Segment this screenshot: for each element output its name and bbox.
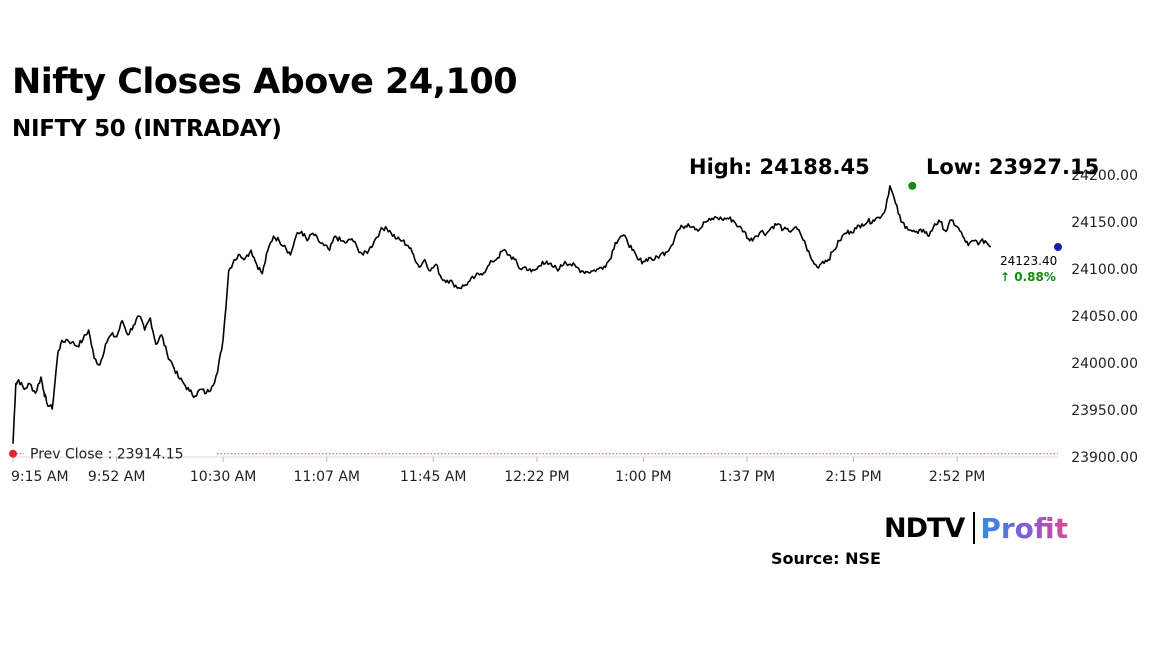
logo-divider	[973, 512, 976, 544]
x-tick-label: 9:52 AM	[88, 469, 146, 485]
y-tick-label: 24050.00	[1071, 309, 1138, 325]
ndtv-profit-logo: NDTV Profit	[884, 510, 1068, 546]
high-label: High: 24188.45	[689, 155, 870, 179]
chart-subtitle: NIFTY 50 (INTRADAY)	[12, 116, 282, 142]
x-tick-label: 11:45 AM	[400, 469, 466, 485]
x-tick-label: 1:00 PM	[615, 469, 671, 485]
x-tick-label: 11:07 AM	[294, 469, 360, 485]
y-tick-label: 24000.00	[1071, 356, 1138, 372]
x-axis: 9:15 AM 9:52 AM 10:30 AM 11:07 AM 11:45 AM 12…	[11, 456, 1058, 485]
logo-profit-text: Profit	[980, 511, 1069, 545]
x-tick-label: 10:30 AM	[190, 469, 256, 485]
chart-title: Nifty Closes Above 24,100	[12, 62, 518, 102]
y-tick-label: 24150.00	[1071, 215, 1138, 231]
last-value-label: 24123.40	[1000, 254, 1057, 268]
x-tick-label: 12:22 PM	[504, 469, 569, 485]
y-tick-label: 24100.00	[1071, 262, 1138, 278]
logo-ndtv-text: NDTV	[884, 512, 965, 544]
series-line	[12, 185, 992, 444]
last-marker	[1054, 243, 1062, 252]
x-tick-label: 2:15 PM	[825, 469, 881, 485]
source-note: Source: NSE	[771, 549, 881, 568]
high-marker	[908, 181, 917, 190]
x-tick-label: 1:37 PM	[719, 469, 775, 485]
x-tick-label: 2:52 PM	[929, 469, 985, 485]
y-tick-label: 24200.00	[1071, 168, 1138, 184]
y-tick-label: 23900.00	[1071, 450, 1138, 466]
prev-close-label: Prev Close : 23914.15	[30, 447, 184, 463]
y-axis: 23900.00 23950.00 24000.00 24050.00 24100.00…	[1071, 168, 1138, 466]
y-tick-label: 23950.00	[1071, 403, 1138, 419]
low-label: Low: 23927.15	[926, 155, 1099, 179]
x-tick-label: 9:15 AM	[11, 469, 69, 485]
change-label: ↑ 0.88%	[1000, 270, 1056, 284]
